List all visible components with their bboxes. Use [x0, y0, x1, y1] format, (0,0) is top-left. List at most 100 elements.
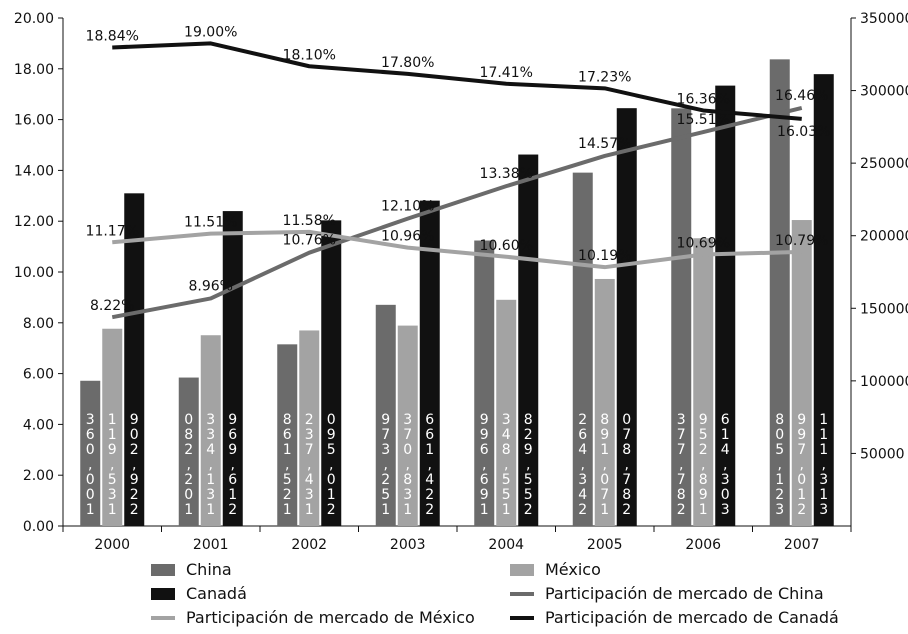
- y-left-tick-label: 8.00: [23, 316, 54, 332]
- bar-canadá: [715, 85, 736, 527]
- y-right-tick-label: 100000: [860, 374, 908, 390]
- bar-canadá: [419, 200, 440, 526]
- x-tick-label: 2003: [390, 537, 426, 553]
- bar-canadá: [124, 193, 145, 526]
- y-right-tick-label: 200000: [860, 229, 908, 245]
- legend-swatch-bar: [151, 564, 175, 576]
- bar-china: [375, 304, 396, 526]
- bar-canadá: [813, 74, 834, 526]
- line-series-group: 8.22% 8.96% 10.76% 12.10% 13.38% 14.57% 15.51%…: [86, 24, 830, 320]
- y-left-tick-label: 0.00: [23, 519, 54, 535]
- bar-china: [277, 344, 298, 526]
- line-point-label: 8.96%: [189, 278, 233, 294]
- bar-china: [572, 172, 593, 526]
- bar-canadá: [518, 154, 539, 526]
- legend-label: Participación de mercado de China: [545, 584, 824, 603]
- bar-canadá: [321, 220, 342, 526]
- legend-swatch-bar: [151, 588, 175, 600]
- y-left-tick-label: 10.00: [14, 265, 54, 281]
- line-point-label: 8.22%: [90, 298, 134, 314]
- legend-label: Participación de mercado de Canadá: [545, 608, 839, 627]
- bar-china: [178, 377, 199, 526]
- line-point-label: 12.10%: [381, 199, 434, 215]
- y-right-tick-label: 150000: [860, 301, 908, 317]
- line-point-label: 11.51%: [184, 215, 237, 231]
- line-point-label: 13.38%: [480, 166, 533, 182]
- x-tick-label: 2007: [784, 537, 820, 553]
- line-point-label: 19.00%: [184, 24, 237, 40]
- line-point-label: 16.36%: [677, 91, 730, 107]
- chart-legend: China México Canadá Participación de mercad…: [151, 560, 839, 627]
- bar-china: [769, 59, 790, 527]
- bar-méxico: [594, 278, 615, 526]
- y-right-tick-label: 350000: [860, 11, 908, 27]
- line-series-2: [112, 41, 802, 121]
- legend-label: Canadá: [186, 584, 247, 603]
- line-point-label: 10.60%: [480, 238, 533, 254]
- line-point-label: 11.17%: [86, 223, 139, 239]
- legend-label: México: [545, 560, 601, 579]
- line-point-label: 16.46%: [775, 88, 828, 104]
- y-left-tick-label: 16.00: [14, 113, 54, 129]
- bar-series-group: 3 6 0, 0 0 1 0 8 2, 2 0 1 8 6 1, 5 2 1 9 7 3, 2 5 1 9 9 6, 6 9 1 2 6 4, 3…: [80, 59, 834, 527]
- line-series-0: [111, 105, 803, 320]
- chart-axes: 0.00 2.00 4.00 6.00 8.00 10.00 12.00 14.00 16.00…: [14, 11, 908, 553]
- line-point-label: 10.79%: [775, 233, 828, 249]
- legend-swatch-bar: [510, 564, 534, 576]
- bar-canadá: [616, 108, 637, 527]
- line-point-label: 14.57%: [578, 136, 631, 152]
- line-point-label: 10.69%: [677, 235, 730, 251]
- y-left-tick-label: 12.00: [14, 214, 54, 230]
- line-point-label: 17.80%: [381, 55, 434, 71]
- x-tick-label: 2006: [685, 537, 721, 553]
- y-left-tick-label: 18.00: [14, 62, 54, 78]
- bar-méxico: [693, 238, 714, 527]
- line-point-label: 15.51%: [677, 112, 730, 128]
- legend-label: Participación de mercado de México: [186, 608, 475, 627]
- x-tick-label: 2004: [488, 537, 524, 553]
- line-point-label: 16.03%: [777, 124, 830, 140]
- line-point-label: 11.58%: [283, 213, 336, 229]
- y-right-tick-label: 50000: [860, 446, 905, 462]
- line-point-label: 10.19%: [578, 248, 631, 264]
- x-tick-label: 2002: [291, 537, 327, 553]
- line-series-1: [112, 229, 802, 270]
- line-point-label: 10.96%: [381, 229, 434, 245]
- bar-méxico: [102, 328, 123, 526]
- bar-china: [474, 240, 495, 527]
- bar-méxico: [397, 325, 418, 526]
- bar-méxico: [496, 299, 517, 526]
- y-left-tick-label: 14.00: [14, 163, 54, 179]
- x-tick-label: 2000: [94, 537, 130, 553]
- y-left-tick-label: 4.00: [23, 417, 54, 433]
- line-point-label: 18.84%: [86, 28, 139, 44]
- bar-méxico: [791, 220, 812, 526]
- bar-china: [80, 380, 101, 526]
- legend-label: China: [186, 560, 232, 579]
- bar-china: [671, 108, 692, 526]
